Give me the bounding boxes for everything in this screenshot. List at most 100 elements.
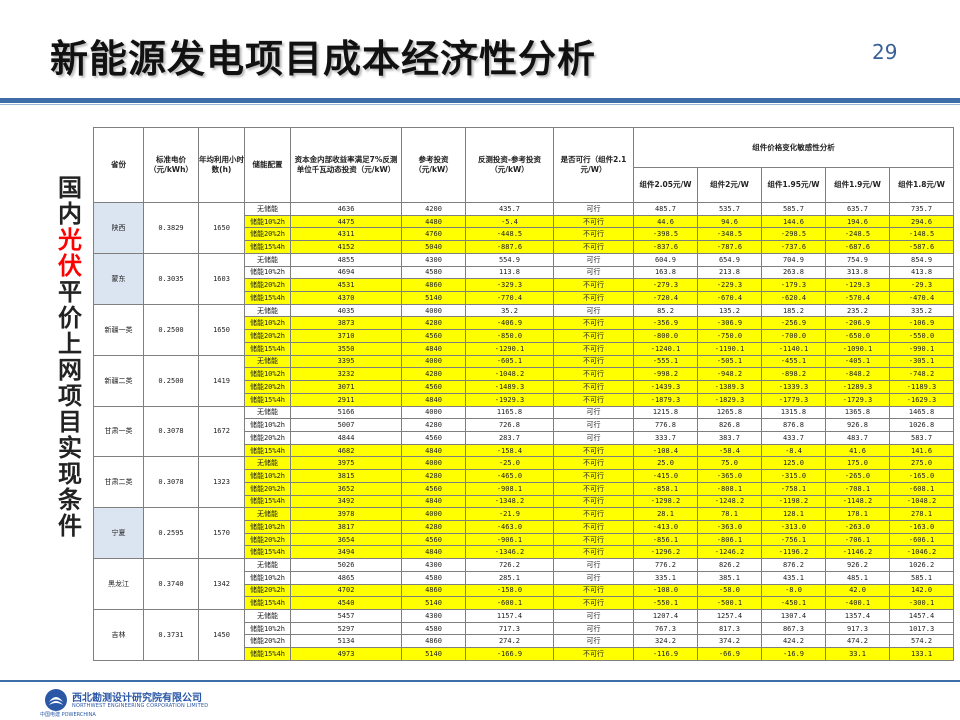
pv-economics-table: 省份 标准电价（元/kWh） 年均利用小时数(h) 储能配置 资本金内部收益率满… — [93, 127, 955, 661]
storage-cell: 储能10%2h — [244, 265, 291, 280]
table-row: 储能15%4h 4973 5140 -166.9 不可行 -116.9 -66.9 -16.9… — [94, 647, 955, 661]
feasible-cell: 不可行 — [553, 227, 634, 242]
table-row: 储能10%2h 3232 4280 -1048.2 不可行 -998.2 -948.2 -89… — [94, 367, 955, 382]
storage-cell: 无储能 — [244, 558, 291, 572]
sensitivity-cell: 75.0 — [697, 456, 762, 471]
sensitivity-cell: 854.9 — [888, 252, 955, 267]
storage-cell: 储能20%2h — [244, 634, 291, 649]
sensitivity-cell: -400.1 — [825, 596, 890, 610]
invest-required-cell: 4973 — [290, 647, 402, 661]
sensitivity-cell: 385.1 — [697, 570, 762, 585]
table-row: 新疆一类 0.2500 1650 无储能 4035 4000 35.2 可行 85.2 135.2… — [93, 303, 955, 356]
side-caption-char: 条 — [58, 486, 82, 514]
reference-invest-cell: 4000 — [401, 507, 466, 521]
header-storage: 储能配置 — [244, 127, 291, 203]
reference-invest-cell: 4000 — [401, 456, 466, 471]
footer-divider — [0, 680, 960, 682]
feasible-cell: 不可行 — [553, 329, 634, 343]
sensitivity-cell: 433.7 — [761, 430, 826, 445]
powerchina-logo-icon — [45, 689, 67, 711]
sensitivity-cell: -1439.3 — [633, 380, 698, 394]
table-row: 蒙东 0.3035 1603 无储能 4855 4300 554.9 可行 604.9 654.9… — [93, 252, 955, 305]
sensitivity-cell: 175.0 — [825, 456, 890, 471]
sensitivity-cell: 435.1 — [761, 570, 826, 585]
feasible-cell: 可行 — [553, 265, 634, 280]
sensitivity-cell: 776.8 — [633, 418, 698, 432]
sensitivity-cell: -750.0 — [697, 329, 762, 343]
sensitivity-cell: -58.0 — [697, 583, 762, 598]
sensitivity-cell: -505.1 — [697, 354, 762, 369]
sensitivity-cell: 917.3 — [825, 621, 890, 636]
invest-diff-cell: 435.7 — [465, 202, 554, 216]
feasible-cell: 可行 — [553, 430, 634, 445]
table-row: 甘肃二类 0.3078 1323 无储能 3975 4000 -25.0 不可行 25.0 75.… — [93, 456, 955, 509]
invest-required-cell: 4531 — [290, 278, 402, 293]
feasible-cell: 不可行 — [553, 532, 634, 547]
storage-cell: 储能20%2h — [244, 481, 291, 496]
reference-invest-cell: 4300 — [401, 252, 466, 267]
sensitivity-cell: 335.1 — [633, 570, 698, 585]
province-cell: 蒙东 — [93, 252, 144, 305]
invest-required-cell: 3232 — [290, 367, 402, 382]
storage-cell: 储能15%4h — [244, 494, 291, 509]
invest-required-cell: 4844 — [290, 430, 402, 445]
reference-invest-cell: 4280 — [401, 316, 466, 331]
sensitivity-cell: -8.0 — [761, 583, 826, 598]
side-caption-char: 价 — [58, 304, 82, 332]
reference-invest-cell: 4580 — [401, 621, 466, 636]
side-caption-char: 现 — [58, 460, 82, 488]
invest-diff-cell: 1165.8 — [465, 405, 554, 420]
side-caption-char: 平 — [58, 278, 82, 306]
sensitivity-cell: 275.0 — [888, 456, 955, 471]
reference-invest-cell: 4860 — [401, 278, 466, 293]
storage-cell: 储能20%2h — [244, 430, 291, 445]
feasible-cell: 不可行 — [553, 341, 634, 356]
sensitivity-cell: 826.8 — [697, 418, 762, 432]
sensitivity-cell: 78.1 — [697, 507, 762, 521]
table-row: 储能20%2h 4311 4760 -448.5 不可行 -398.5 -348.5 -298… — [94, 227, 955, 242]
invest-diff-cell: 113.8 — [465, 265, 554, 280]
province-cell: 黑龙江 — [93, 558, 144, 610]
sensitivity-cell: -163.0 — [888, 519, 955, 534]
invest-required-cell: 5297 — [290, 621, 402, 636]
sensitivity-cell: 1465.8 — [888, 405, 955, 420]
sensitivity-cell: -650.0 — [825, 329, 890, 343]
header-divider — [0, 98, 960, 103]
sensitivity-cell: -365.0 — [697, 469, 762, 483]
invest-diff-cell: -770.4 — [465, 291, 554, 305]
invest-diff-cell: -25.0 — [465, 456, 554, 471]
sensitivity-cell: -1246.2 — [697, 545, 762, 560]
sensitivity-cell: 485.1 — [825, 570, 890, 585]
storage-cell: 储能10%2h — [244, 316, 291, 331]
table-row: 储能20%2h 4844 4560 283.7 可行 333.7 383.7 433.7 483… — [94, 430, 955, 445]
sensitivity-cell: -1189.3 — [888, 380, 955, 394]
invest-diff-cell: -465.0 — [465, 469, 554, 483]
storage-cell: 储能20%2h — [244, 329, 291, 343]
side-caption-char: 目 — [58, 408, 82, 436]
reference-invest-cell: 4560 — [401, 532, 466, 547]
hours-cell: 1450 — [198, 609, 245, 661]
reference-invest-cell: 5140 — [401, 647, 466, 661]
invest-diff-cell: -158.4 — [465, 443, 554, 458]
hours-cell: 1419 — [198, 354, 245, 407]
invest-required-cell: 4855 — [290, 252, 402, 267]
table-row: 储能15%4h 4540 5140 -600.1 不可行 -550.1 -500.1 -450… — [94, 596, 955, 610]
price-cell: 0.3829 — [143, 202, 199, 254]
side-caption-char: 上 — [58, 330, 82, 358]
sensitivity-cell: -1298.2 — [633, 494, 698, 509]
invest-required-cell: 4682 — [290, 443, 402, 458]
sensitivity-cell: 278.1 — [888, 507, 955, 521]
sensitivity-cell: -808.1 — [697, 481, 762, 496]
reference-invest-cell: 4560 — [401, 329, 466, 343]
table-row: 黑龙江 0.3740 1342 无储能 5026 4300 726.2 可行 776.2 826.… — [93, 558, 955, 610]
sensitivity-cell: -1196.2 — [761, 545, 826, 560]
feasible-cell: 不可行 — [553, 367, 634, 382]
sensitivity-cell: -737.6 — [761, 240, 826, 254]
sensitivity-cell: -1389.3 — [697, 380, 762, 394]
invest-required-cell: 4311 — [290, 227, 402, 242]
invest-diff-cell: 726.2 — [465, 558, 554, 572]
feasible-cell: 不可行 — [553, 469, 634, 483]
feasible-cell: 不可行 — [553, 481, 634, 496]
sensitivity-cell: -1190.1 — [697, 341, 762, 356]
sensitivity-cell: -606.1 — [888, 532, 955, 547]
